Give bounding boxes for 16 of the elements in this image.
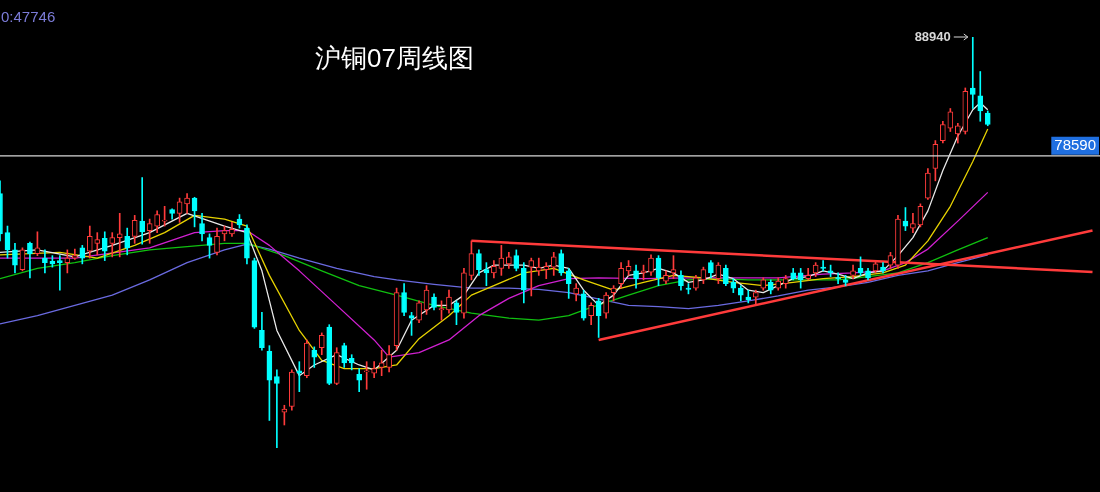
chart-title: 沪铜07周线图	[315, 43, 474, 74]
candlestick	[139, 177, 146, 245]
annotation: 88940	[914, 28, 951, 44]
candlestick	[57, 255, 63, 291]
annotation: 78590	[1054, 135, 1097, 153]
candlestick	[296, 361, 303, 393]
candlestick	[528, 257, 535, 297]
candlestick	[910, 212, 916, 233]
candlestick	[42, 249, 48, 274]
candlestick	[94, 232, 101, 256]
candlestick	[820, 260, 826, 272]
candlestick	[969, 37, 976, 109]
candlestick	[745, 289, 752, 304]
candlestick	[274, 369, 280, 448]
candlestick	[543, 262, 550, 279]
text: 0:47746	[1, 7, 56, 25]
